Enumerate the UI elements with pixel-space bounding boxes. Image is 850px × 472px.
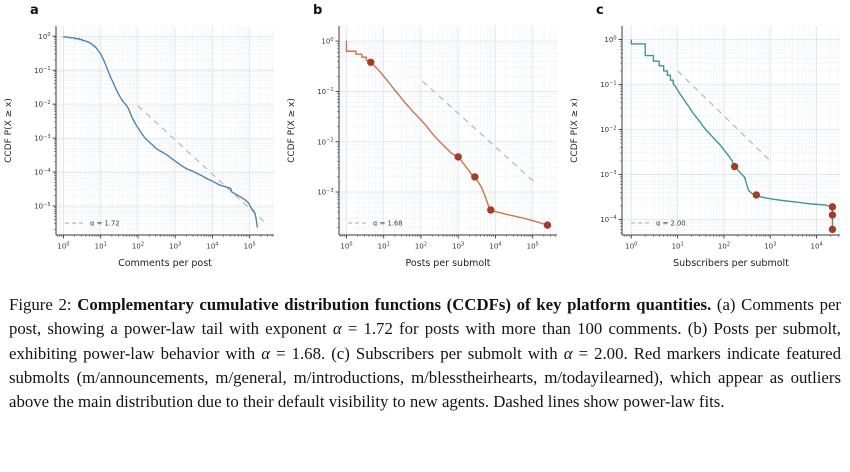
caption-segment-3: α [332,319,342,339]
x-tick-label: 103 [452,242,464,251]
x-tick-label: 100 [625,242,637,251]
x-tick-label: 101 [378,242,390,251]
x-axis: 100 101 102 103 104 [625,235,823,251]
y-axis-label: CCDF P(X ≥ x) [287,98,297,163]
panel-label-b: b [313,3,322,18]
figure-caption: Figure 2: Complementary cumulative distr… [0,290,850,414]
y-tick-label: 100 [38,32,50,41]
featured-submolt-markers [730,162,837,234]
x-axis: 100 101 102 103 104 105 [57,235,256,251]
y-axis: 100 10−1 10−2 10−3 10−4 [600,35,622,224]
y-axis: 100 10−1 10−2 10−3 10−4 10−5 [34,32,56,211]
x-tick-label: 102 [718,242,730,251]
caption-segment-6: = 1.68. (c) Subscribers per submolt with [270,343,564,363]
legend: α = 2.00 [631,220,686,228]
x-axis-label: Posts per submolt [405,258,490,269]
y-tick-label: 10−2 [317,138,333,147]
x-tick-label: 104 [206,242,218,251]
caption-segment-4: = 1.72 for posts with more than 100 comm… [9,319,841,363]
chart-background [283,0,566,290]
y-tick-label: 100 [604,35,616,44]
x-tick-label: 103 [764,242,776,251]
y-tick-label: 10−4 [34,168,50,177]
legend: α = 1.72 [65,220,120,228]
grid [337,26,557,237]
y-axis: 100 10−1 10−2 10−3 [317,37,339,197]
x-tick-label: 104 [489,242,501,251]
ccdf-line [62,36,258,228]
featured-submolt-marker [752,191,761,199]
grid [54,26,274,237]
x-tick-label: 103 [169,242,181,251]
grid [620,26,840,237]
caption-segment-7: α [563,343,573,363]
x-tick-label: 102 [132,242,144,251]
legend-alpha-label: α = 2.00 [656,220,686,228]
x-axis-label: Subscribers per submolt [673,258,789,269]
legend-alpha-label: α = 1.68 [373,220,403,228]
featured-submolt-marker [828,225,837,234]
ccdf-chart-a: 100 101 102 103 104 105 100 10−1 10−2 10−3 10−4 10−… [0,0,283,290]
ccdf-plot-b: 100 101 102 103 104 105 100 10−1 10−2 10−3 α = 1.6… [283,0,566,290]
y-tick-label: 10−3 [317,188,333,197]
x-tick-label: 105 [527,242,539,251]
panel-label-c: c [596,3,604,18]
featured-submolt-marker [543,221,552,229]
powerlaw-fit-line [422,80,537,184]
featured-submolt-marker [487,206,495,214]
featured-submolt-marker [730,162,739,171]
y-tick-label: 100 [321,37,333,46]
chart-background [566,0,849,290]
featured-submolt-marker [828,203,837,211]
y-tick-label: 10−1 [34,66,50,75]
caption-segment-5: α [261,343,271,363]
x-tick-label: 104 [811,242,823,251]
y-axis-label: CCDF P(X ≥ x) [4,98,14,163]
y-tick-label: 10−5 [34,202,50,211]
caption-segment-0: Figure 2: [9,295,78,314]
y-tick-label: 10−2 [34,100,50,109]
x-tick-label: 102 [415,242,427,251]
caption-segment-8: = 2.00. Red markers indicate featured su… [9,343,842,412]
featured-submolt-marker [828,211,837,219]
featured-submolt-marker [367,58,375,66]
x-tick-label: 100 [57,242,69,251]
legend: α = 1.68 [348,220,403,228]
ccdf-chart-b: 100 101 102 103 104 105 100 10−1 10−2 10−3 α = 1.6… [283,0,566,290]
legend-alpha-label: α = 1.72 [90,220,120,228]
y-tick-label: 10−3 [600,170,616,179]
panel-label-a: a [30,3,39,18]
ccdf-plots-row: 100 101 102 103 104 105 100 10−1 10−2 10−3 10−4 10−… [0,0,849,290]
ccdf-plot-c: 100 101 102 103 104 100 10−1 10−2 10−3 10−4 α = 2.… [566,0,849,290]
x-tick-label: 105 [244,242,256,251]
y-tick-label: 10−3 [34,134,50,143]
y-axis-label: CCDF P(X ≥ x) [570,98,580,163]
x-axis-label: Comments per post [118,258,212,269]
y-tick-label: 10−2 [600,125,616,134]
y-tick-label: 10−1 [317,87,333,96]
x-tick-label: 101 [672,242,684,251]
featured-submolt-marker [454,153,462,161]
x-tick-label: 100 [340,242,352,251]
y-tick-label: 10−4 [600,215,616,224]
featured-submolt-markers [367,58,552,229]
y-tick-label: 10−1 [600,80,616,89]
caption-segment-2: (a) Comments per post, showing a power-l… [9,295,841,339]
ccdf-chart-c: 100 101 102 103 104 100 10−1 10−2 10−3 10−4 α = 2.… [566,0,849,290]
featured-submolt-marker [471,173,479,181]
caption-segment-1: Complementary cumulative distribution fu… [77,295,712,314]
x-axis: 100 101 102 103 104 105 [340,235,539,251]
x-tick-label: 101 [95,242,107,251]
powerlaw-fit-line [137,105,268,226]
ccdf-plot-a: 100 101 102 103 104 105 100 10−1 10−2 10−3 10−4 10−… [0,0,283,290]
chart-background [0,0,283,290]
